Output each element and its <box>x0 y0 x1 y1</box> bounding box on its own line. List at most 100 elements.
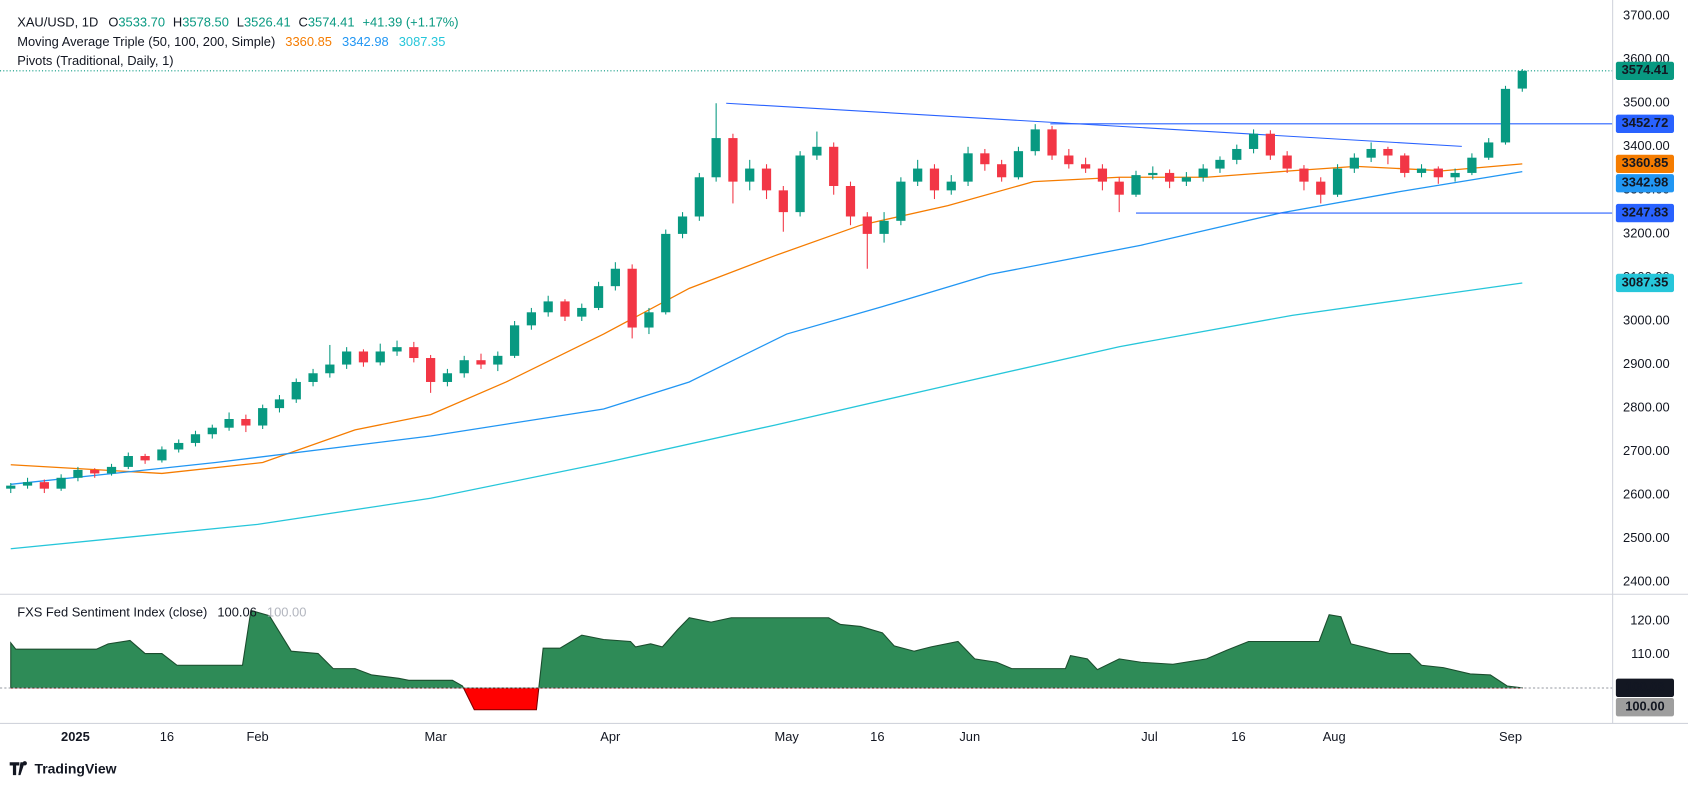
candle-body <box>1047 129 1057 156</box>
candle-body <box>342 351 352 365</box>
moving-average <box>10 282 1523 550</box>
ma-value: 3342.98 <box>342 34 389 49</box>
brand-icon <box>9 761 27 776</box>
y-tick-label: 2900.00 <box>1623 356 1670 371</box>
candle-body <box>140 456 150 461</box>
candle-body <box>1164 172 1175 182</box>
trend-line <box>726 102 1462 147</box>
candle-body <box>1030 129 1040 152</box>
x-tick-label: Jul <box>1141 729 1158 744</box>
candle-body <box>207 427 217 435</box>
candle-body <box>745 168 755 182</box>
x-tick-label: Mar <box>425 729 448 744</box>
candle-body <box>1081 164 1091 169</box>
legend-sentiment: FXS Fed Sentiment Index (close) 100.06 1… <box>17 605 306 620</box>
y-tick-label: 3200.00 <box>1623 225 1670 240</box>
candle-body <box>6 485 16 489</box>
candle-body <box>1131 175 1141 195</box>
y-tick-label: 2800.00 <box>1623 400 1670 415</box>
candle-body <box>1064 155 1074 165</box>
x-tick-label: Aug <box>1323 729 1346 744</box>
candle-body <box>174 442 184 450</box>
price-badge-label: 3247.83 <box>1622 204 1669 219</box>
price-badge-label: 100.06 <box>1625 679 1664 694</box>
axis-layer: 2025 16 Feb Mar Apr May 16 Jun Jul 16 Aug Sep 2400.0… <box>61 8 1675 744</box>
candle-body <box>896 181 906 221</box>
candle-body <box>1148 172 1158 176</box>
candle-body <box>325 364 335 374</box>
price-badge-label: 3087.35 <box>1622 274 1669 289</box>
y-tick-label: 3500.00 <box>1623 95 1670 110</box>
candle-body <box>644 312 654 328</box>
candle-body <box>442 373 453 382</box>
sentiment-value: 100.06 <box>217 605 256 620</box>
candle-body <box>1198 168 1208 178</box>
y2-tick-label: 110.00 <box>1631 646 1670 661</box>
candle-body <box>509 325 520 356</box>
price-badge <box>1615 698 1675 717</box>
candle-body <box>1181 177 1192 182</box>
candle-body <box>1467 157 1477 173</box>
x-tick-label: 2025 <box>61 729 90 744</box>
change: +41.39 (+1.17%) <box>362 15 458 30</box>
candle-body <box>1232 148 1242 160</box>
candle-body <box>157 449 167 461</box>
candle-body <box>1349 157 1359 169</box>
candle-body <box>123 456 133 467</box>
price-badge <box>1615 203 1675 223</box>
candle-body <box>1383 148 1393 156</box>
candle-body <box>1013 151 1024 178</box>
candle-body <box>879 220 889 234</box>
ohlc-label: C <box>299 15 308 30</box>
brand-logo: TradingView <box>9 760 117 776</box>
candle-body <box>1400 155 1410 173</box>
sentiment-area-down <box>10 688 1523 711</box>
candle-body <box>610 268 620 287</box>
candle-body <box>1450 172 1460 178</box>
price-badge <box>1615 174 1675 193</box>
legend-ma: Moving Average Triple (50, 100, 200, Sim… <box>17 34 445 49</box>
ohlc-value: 3533.70 <box>118 15 165 30</box>
sentiment-baseline: 100.00 <box>267 605 306 620</box>
candle-body <box>493 355 503 365</box>
candle-body <box>90 469 100 474</box>
candle-body <box>1114 181 1124 195</box>
candle-body <box>459 360 469 374</box>
price-badge <box>1615 273 1675 293</box>
ma-value: 3087.35 <box>399 34 446 49</box>
candle-body <box>1517 70 1527 89</box>
sentiment-title: FXS Fed Sentiment Index (close) <box>17 605 207 620</box>
x-tick-label: Feb <box>247 729 269 744</box>
candle-body <box>1416 168 1427 173</box>
candle-body <box>476 360 486 365</box>
candle-body <box>241 418 251 426</box>
candle-body <box>1316 181 1326 195</box>
y-tick-label: 3700.00 <box>1623 8 1670 23</box>
y-tick-label: 3000.00 <box>1623 312 1670 327</box>
candle-body <box>56 477 66 489</box>
candle-body <box>560 301 570 317</box>
x-tick-label: Apr <box>600 729 621 744</box>
candle-body <box>409 347 419 359</box>
candle-body <box>677 216 688 234</box>
price-badge-label: 3360.85 <box>1622 155 1669 170</box>
x-tick-label: 16 <box>1231 729 1245 744</box>
candle-body <box>1500 88 1511 143</box>
y-tick-label: 3400.00 <box>1623 138 1670 153</box>
price-badge-label: 3574.41 <box>1622 62 1669 77</box>
candle-body <box>1097 168 1108 182</box>
candle-body <box>661 233 671 313</box>
price-badge <box>1615 154 1675 173</box>
candle-body <box>291 381 301 400</box>
indicator-title: Moving Average Triple (50, 100, 200, Sim… <box>17 34 275 49</box>
candle-body <box>1282 155 1292 169</box>
ohlc-value: 3526.41 <box>244 15 291 30</box>
candle-body <box>913 168 923 182</box>
mark-layer <box>0 69 1613 711</box>
ohlc-label: H <box>173 15 182 30</box>
candle-body <box>711 138 721 178</box>
y-tick-label: 2700.00 <box>1623 443 1670 458</box>
candle-body <box>358 351 369 363</box>
